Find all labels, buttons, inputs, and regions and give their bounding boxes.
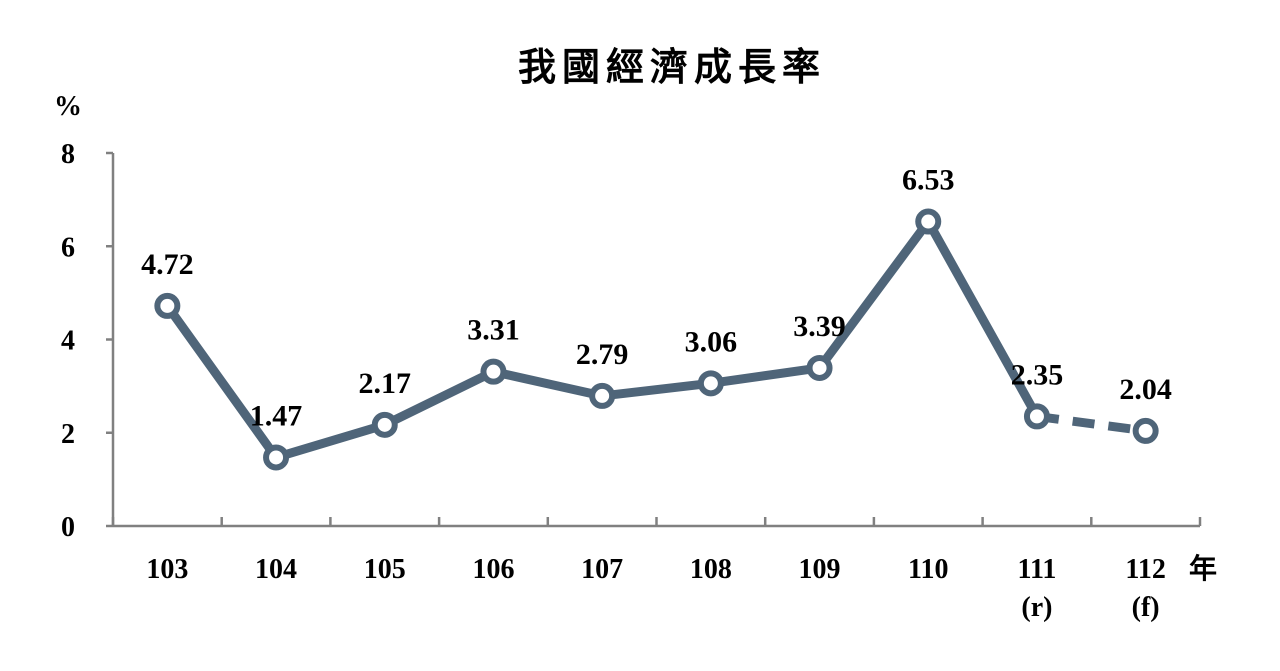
y-tick-label: 6 (61, 232, 75, 263)
data-label: 3.39 (793, 310, 846, 343)
data-point-marker (371, 411, 398, 438)
series-line (162, 217, 1147, 462)
x-tick-label: 105 (364, 554, 406, 585)
axes: 0 2 4 6 8 103 104 105 106 107 108 109 110 111 (r) 112 (f… (61, 139, 1202, 623)
y-tick-label: 0 (61, 512, 75, 543)
y-tick-label: 2 (61, 419, 75, 450)
x-tick-label: 104 (255, 554, 297, 585)
x-tick-label: 107 (581, 554, 623, 585)
data-label: 6.53 (902, 164, 955, 197)
x-tick-label: 110 (908, 554, 948, 585)
x-tick-note: (r) (1021, 592, 1052, 623)
data-point-marker (154, 292, 181, 319)
x-axis-unit: 年 (1189, 552, 1217, 585)
data-label: 2.04 (1119, 373, 1172, 406)
x-tick-note: (f) (1132, 592, 1160, 623)
x-tick-label: 109 (799, 554, 841, 585)
series-line-dashed (1036, 411, 1147, 436)
data-label: 2.17 (359, 367, 412, 400)
y-axis-unit: % (54, 91, 82, 122)
data-label: 2.79 (576, 338, 629, 371)
x-tick-label: 106 (472, 554, 514, 585)
data-label: 1.47 (250, 399, 303, 432)
data-label: 3.31 (467, 314, 520, 347)
y-tick-label: 8 (61, 139, 75, 170)
x-tick-label: 108 (690, 554, 732, 585)
data-point-marker (589, 382, 616, 409)
x-tick-label: 103 (146, 554, 188, 585)
data-point-marker (1023, 403, 1050, 430)
data-point-marker (915, 208, 942, 235)
data-point-marker (1132, 417, 1159, 444)
data-label: 2.35 (1011, 358, 1064, 391)
data-point-marker (263, 444, 290, 471)
data-point-marker (806, 354, 833, 381)
data-label: 3.06 (685, 325, 738, 358)
data-point-marker (697, 370, 724, 397)
data-labels: 4.72 1.47 2.17 3.31 2.79 3.06 3.39 6.53 2.35 2.04 (141, 164, 1172, 433)
data-label: 4.72 (141, 248, 194, 281)
y-tick-label: 4 (61, 326, 75, 357)
x-tick-label: 112 (1125, 554, 1165, 585)
chart-title: 我國經濟成長率 (518, 47, 826, 89)
series-markers (154, 208, 1159, 471)
data-point-marker (480, 358, 507, 385)
x-tick-label: 111 (1017, 554, 1056, 585)
